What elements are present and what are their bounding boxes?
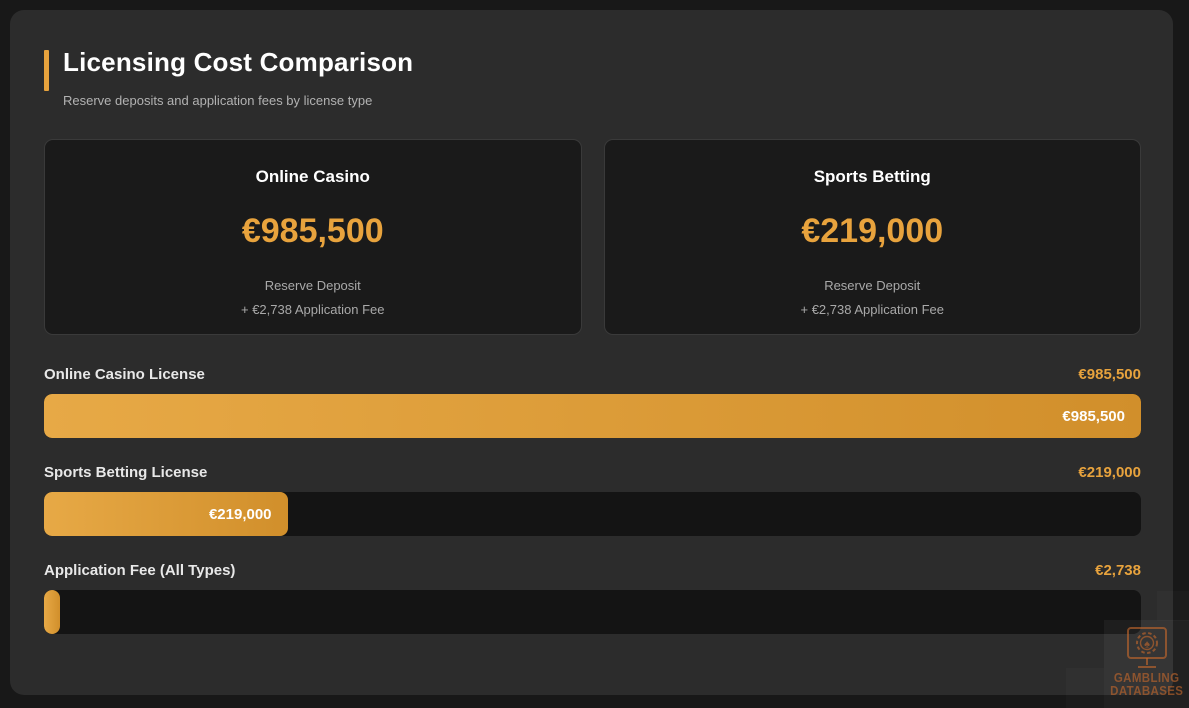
bar-track: €219,000 <box>44 492 1141 536</box>
card-subtext-fee: + €2,738 Application Fee <box>241 302 385 317</box>
card-title: Sports Betting <box>813 167 931 186</box>
bar-label: Sports Betting License <box>44 464 208 481</box>
card-subtext-deposit: Reserve Deposit <box>824 278 921 293</box>
bar-track: €2,738 <box>44 590 1141 634</box>
bar-header: Sports Betting License €219,000 <box>44 464 1141 481</box>
watermark-text-line2: DATABASES <box>1109 684 1184 698</box>
card-title: Online Casino <box>255 167 370 186</box>
page-title: Licensing Cost Comparison <box>63 47 414 77</box>
watermark-background-square <box>1066 668 1104 708</box>
watermark-text-line1: GAMBLING <box>1113 671 1180 685</box>
bar-fill: €2,738 <box>44 590 60 634</box>
panel-header: Licensing Cost Comparison Reserve deposi… <box>44 47 1141 108</box>
bar-track: €985,500 <box>44 394 1141 438</box>
card-value: €219,000 <box>801 212 944 250</box>
gambling-databases-watermark: ♠ GAMBLING DATABASES <box>1104 620 1189 708</box>
bar-fill: €219,000 <box>44 492 288 536</box>
svg-text:♠: ♠ <box>1144 639 1150 651</box>
bar-header: Online Casino License €985,500 <box>44 366 1141 383</box>
card-subtext-deposit: Reserve Deposit <box>264 278 361 293</box>
monitor-casino-chip-icon: ♠ <box>1126 627 1167 668</box>
bar-row-online-casino: Online Casino License €985,500 €985,500 <box>44 366 1141 438</box>
bar-fill: €985,500 <box>44 394 1141 438</box>
bar-header: Application Fee (All Types) €2,738 <box>44 562 1141 579</box>
licensing-cost-panel: Licensing Cost Comparison Reserve deposi… <box>10 10 1173 695</box>
bar-amount: €985,500 <box>1078 366 1141 383</box>
bar-row-sports-betting: Sports Betting License €219,000 €219,000 <box>44 464 1141 536</box>
watermark-background-square <box>1157 591 1189 621</box>
bar-fill-value: €985,500 <box>1062 407 1125 425</box>
summary-cards-row: Online Casino €985,500 Reserve Deposit +… <box>44 139 1141 335</box>
bar-amount: €2,738 <box>1095 562 1141 579</box>
summary-card-online-casino: Online Casino €985,500 Reserve Deposit +… <box>44 139 582 335</box>
bar-chart: Online Casino License €985,500 €985,500 … <box>44 366 1141 634</box>
bar-fill-value: €219,000 <box>208 505 272 523</box>
page-subtitle: Reserve deposits and application fees by… <box>63 93 373 108</box>
bar-label: Online Casino License <box>44 366 205 383</box>
bar-amount: €219,000 <box>1078 464 1141 481</box>
card-value: €985,500 <box>241 212 384 250</box>
title-accent-bar <box>44 50 49 91</box>
card-subtext-fee: + €2,738 Application Fee <box>800 302 944 317</box>
bar-label: Application Fee (All Types) <box>44 562 236 579</box>
summary-card-sports-betting: Sports Betting €219,000 Reserve Deposit … <box>603 139 1141 335</box>
bar-row-application-fee: Application Fee (All Types) €2,738 €2,73… <box>44 562 1141 634</box>
